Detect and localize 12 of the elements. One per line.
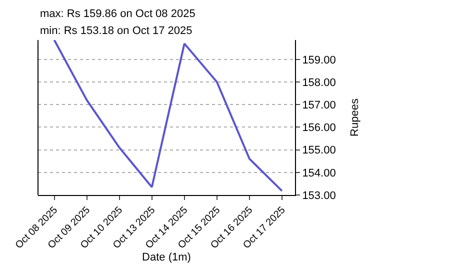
y-axis-title: Rupees: [349, 98, 362, 136]
y-tick-label: 156.00: [302, 122, 336, 134]
y-tick-label: 157.00: [302, 99, 336, 112]
chart-subtitle: min: Rs 153.18 on Oct 17 2025: [40, 25, 192, 37]
y-tick-label: 153.00: [302, 190, 336, 202]
y-tick-label: 155.00: [302, 144, 336, 157]
chart-title: max: Rs 159.86 on Oct 08 2025: [40, 8, 196, 20]
y-tick-label: 159.00: [302, 54, 336, 66]
x-axis-title: Date (1m): [142, 251, 191, 264]
y-tick-label: 158.00: [302, 76, 336, 89]
line-series: [53, 40, 283, 192]
y-tick-label: 154.00: [302, 167, 336, 180]
